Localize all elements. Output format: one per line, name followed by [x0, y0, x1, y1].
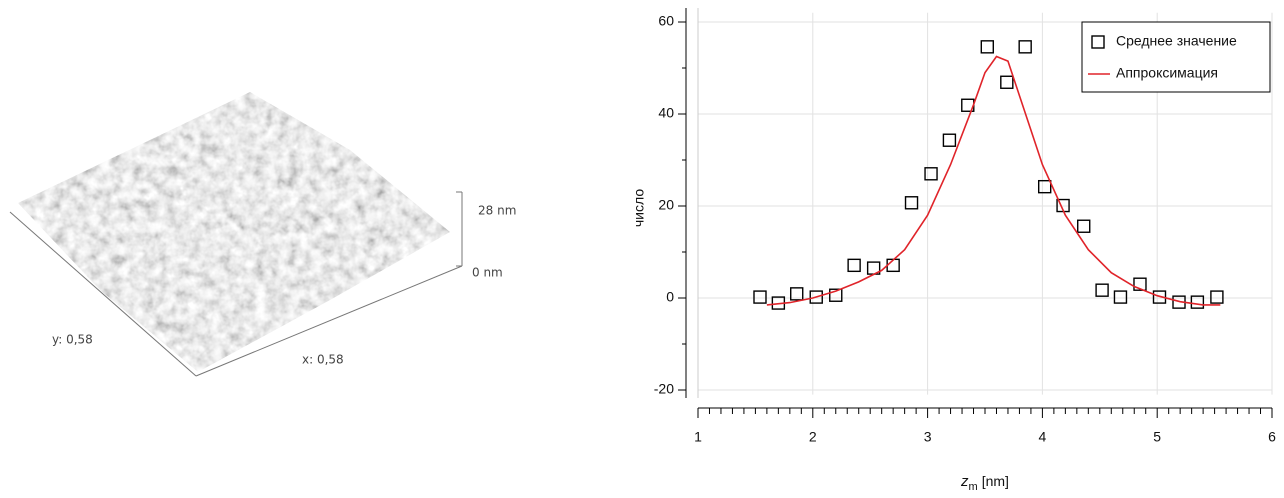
y-tick-label: 20: [658, 197, 674, 213]
data-point: [1000, 75, 1014, 89]
data-point: [809, 290, 823, 304]
y-axis-label: число: [631, 189, 647, 227]
x-axis-label: zm [nm]: [960, 473, 1009, 493]
x-tick-label: 2: [809, 429, 817, 445]
data-point: [1113, 290, 1128, 304]
data-point: [1018, 40, 1032, 54]
legend-box: [1081, 21, 1271, 93]
data-point: [829, 288, 843, 302]
y-tick-label: -20: [654, 381, 674, 397]
data-point: [847, 258, 861, 273]
x-tick-label: 1: [694, 429, 702, 445]
x-label-rest: [nm]: [982, 473, 1009, 489]
x-axis-edge: [195, 265, 463, 377]
data-point: [886, 258, 900, 273]
chart: -20 0 20 40 60 1 2 3 4 5 6 число zm [nm] Среднее значе…: [631, 8, 1276, 493]
legend-label: Аппроксимация: [1116, 65, 1218, 81]
legend-label: Среднее значение: [1116, 33, 1237, 49]
x-tick-label: 4: [1039, 429, 1047, 445]
y-axis-edge: [9, 211, 197, 377]
data-point: [1133, 277, 1147, 291]
y-size-label: y: 0,58: [52, 333, 93, 347]
x-label-main: z: [960, 473, 969, 490]
y-tick-label: 0: [666, 289, 674, 305]
data-point: [1095, 283, 1109, 297]
data-point: [924, 167, 938, 181]
surface-3d: 28 nm 0 nm y: 0,58 x: 0,58: [9, 92, 516, 377]
fit-line: [766, 55, 1221, 306]
x-tick-label: 6: [1268, 429, 1276, 445]
x-label-sub: m: [969, 481, 978, 493]
data-point: [980, 40, 994, 54]
data-point: [904, 196, 919, 210]
surface: [18, 92, 450, 372]
data-point: [1077, 219, 1091, 233]
data-point: [753, 290, 767, 304]
data-point: [1190, 295, 1205, 309]
data-point: [942, 133, 957, 147]
data-point: [790, 287, 804, 301]
legend-marker: [1091, 35, 1105, 49]
y-tick-label: 60: [658, 13, 674, 29]
x-tick-label: 5: [1153, 429, 1161, 445]
z-max-label: 28 nm: [478, 204, 516, 218]
data-point: [1037, 179, 1052, 194]
x-tick-label: 3: [924, 429, 932, 445]
z-min-label: 0 nm: [472, 266, 503, 280]
data-point: [1210, 290, 1224, 304]
y-tick-label: 40: [658, 105, 674, 121]
x-size-label: x: 0,58: [302, 353, 344, 367]
